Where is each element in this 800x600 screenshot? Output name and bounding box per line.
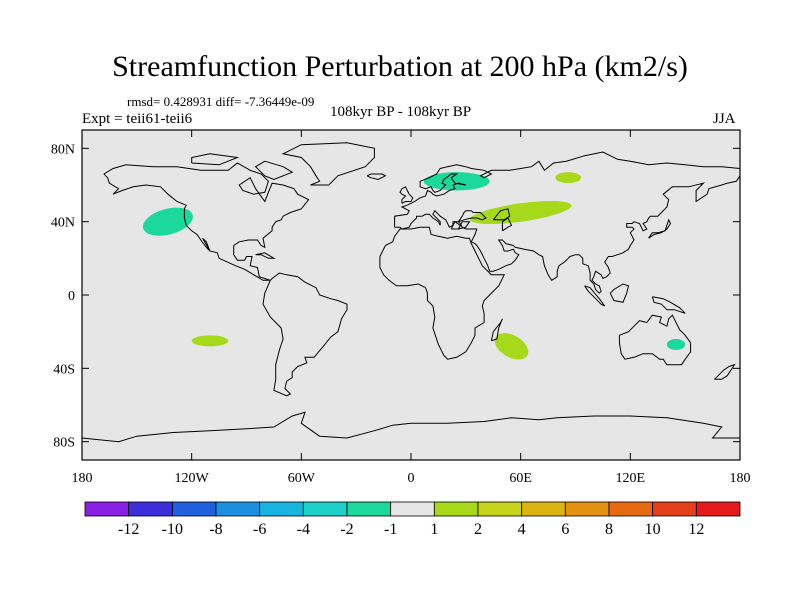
coastline bbox=[366, 173, 387, 181]
anomaly-contour bbox=[469, 200, 572, 225]
colorbar-label: -4 bbox=[297, 521, 310, 538]
coastline bbox=[714, 363, 736, 380]
coastline bbox=[501, 217, 513, 232]
coastline bbox=[394, 175, 741, 294]
colorbar-swatch bbox=[128, 501, 173, 517]
coastline bbox=[492, 208, 511, 221]
y-tick-label: 80S bbox=[53, 436, 75, 451]
coastline bbox=[81, 411, 740, 443]
anomaly-contour bbox=[494, 333, 529, 360]
colorbar-swatch bbox=[259, 501, 304, 517]
coastline bbox=[262, 272, 348, 397]
y-tick-label: 40S bbox=[53, 362, 75, 377]
coastline bbox=[254, 160, 294, 181]
colorbar-label: -1 bbox=[384, 521, 397, 538]
anomaly-contour bbox=[555, 172, 581, 184]
anomaly-contour bbox=[423, 172, 490, 191]
coastline bbox=[609, 283, 630, 303]
colorbar-swatch bbox=[390, 501, 435, 517]
colorbar-label: 8 bbox=[605, 521, 613, 538]
coastline bbox=[255, 252, 276, 259]
coastline bbox=[103, 162, 310, 281]
colorbar-swatch bbox=[564, 501, 610, 517]
coastline bbox=[394, 151, 741, 228]
colorbar-label: -6 bbox=[253, 521, 266, 538]
anomaly-contour bbox=[191, 335, 229, 347]
y-tick-label: 0 bbox=[68, 289, 75, 304]
colorbar-swatch bbox=[215, 501, 261, 517]
plot-title: Streamfunction Perturbation at 200 hPa (… bbox=[112, 50, 688, 83]
colorbar-swatch bbox=[521, 501, 566, 517]
colorbar-label: -10 bbox=[162, 521, 183, 538]
colorbar-swatch bbox=[171, 501, 217, 517]
coastline bbox=[379, 226, 506, 360]
colorbar-swatch bbox=[608, 501, 654, 517]
coastline bbox=[399, 186, 414, 204]
coastline bbox=[458, 221, 471, 230]
coastline bbox=[648, 218, 672, 239]
colorbar-label: 1 bbox=[430, 521, 438, 538]
colorbar-swatch bbox=[302, 501, 348, 517]
map-background bbox=[82, 130, 740, 460]
x-tick-label: 180 bbox=[72, 471, 93, 486]
x-tick-label: 60W bbox=[288, 471, 316, 486]
coastline bbox=[191, 153, 240, 166]
rmsd-diff-text: rmsd= 0.428931 diff= -7.36449e-09 bbox=[127, 94, 315, 109]
x-tick-label: 120E bbox=[616, 471, 646, 486]
colorbar-label: -2 bbox=[340, 521, 353, 538]
colorbar-swatch bbox=[652, 501, 697, 517]
x-tick-label: 0 bbox=[408, 471, 415, 486]
colorbar-swatch bbox=[84, 501, 130, 517]
y-tick-label: 40N bbox=[51, 216, 75, 231]
season-label: JJA bbox=[713, 111, 736, 127]
coastline bbox=[651, 296, 686, 314]
colorbar-label: 12 bbox=[688, 521, 704, 538]
colorbar-label: 2 bbox=[474, 521, 482, 538]
axis-ticks: 180 120W 60W 0 60E 120E 180 80N 40N 0 40S 80S bbox=[51, 130, 751, 486]
period-label: 108kyr BP - 108kyr BP bbox=[330, 104, 472, 120]
experiment-label: Expt = teii61-teii6 bbox=[82, 111, 193, 127]
colorbar-swatch bbox=[346, 501, 392, 517]
colorbar-label: -8 bbox=[209, 521, 222, 538]
x-tick-label: 60E bbox=[509, 471, 532, 486]
anomaly-layer bbox=[142, 172, 686, 360]
coastline bbox=[584, 285, 606, 307]
x-tick-label: 120W bbox=[175, 471, 210, 486]
colorbar-swatch bbox=[695, 501, 741, 517]
coastline bbox=[281, 142, 375, 186]
coastline bbox=[618, 314, 692, 366]
colorbar: -12 -10 -8 -6 -4 -2 -1 1 2 4 6 8 10 12 bbox=[84, 501, 741, 538]
colorbar-label: -12 bbox=[118, 521, 139, 538]
x-tick-label: 180 bbox=[730, 471, 751, 486]
colorbar-swatch bbox=[433, 501, 479, 517]
y-tick-label: 80N bbox=[51, 142, 75, 157]
anomaly-contour bbox=[142, 207, 193, 236]
anomaly-contour bbox=[666, 339, 686, 350]
coastline-layer bbox=[81, 142, 741, 443]
colorbar-label: 6 bbox=[561, 521, 569, 538]
colorbar-label: 4 bbox=[518, 521, 526, 538]
coastline bbox=[490, 318, 503, 342]
colorbar-swatch bbox=[477, 501, 523, 517]
colorbar-label: 10 bbox=[645, 521, 661, 538]
